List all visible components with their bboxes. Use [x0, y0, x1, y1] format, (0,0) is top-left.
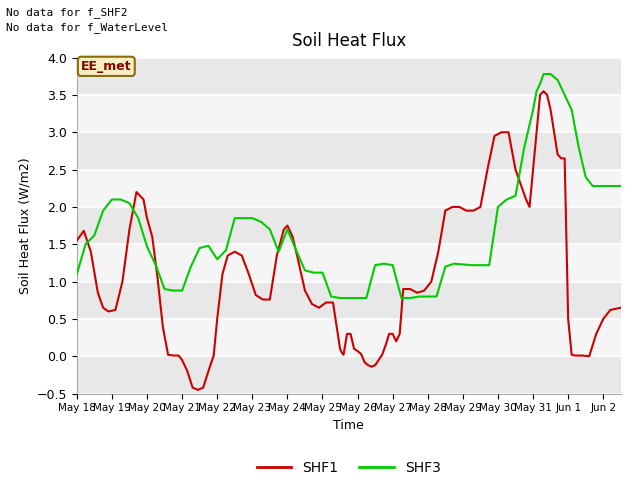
Bar — [77, 132, 621, 169]
Bar — [77, 169, 621, 207]
Legend: SHF1, SHF3: SHF1, SHF3 — [251, 456, 447, 480]
Text: No data for f_SHF2: No data for f_SHF2 — [6, 7, 128, 18]
Bar — [77, 244, 621, 282]
Bar — [77, 207, 621, 244]
Text: EE_met: EE_met — [81, 60, 132, 73]
Title: Soil Heat Flux: Soil Heat Flux — [292, 33, 406, 50]
Bar — [77, 356, 621, 394]
Bar — [77, 319, 621, 356]
Y-axis label: Soil Heat Flux (W/m2): Soil Heat Flux (W/m2) — [18, 157, 31, 294]
Text: No data for f_WaterLevel: No data for f_WaterLevel — [6, 22, 168, 33]
Bar — [77, 95, 621, 132]
Bar — [77, 58, 621, 95]
Bar — [77, 282, 621, 319]
X-axis label: Time: Time — [333, 419, 364, 432]
